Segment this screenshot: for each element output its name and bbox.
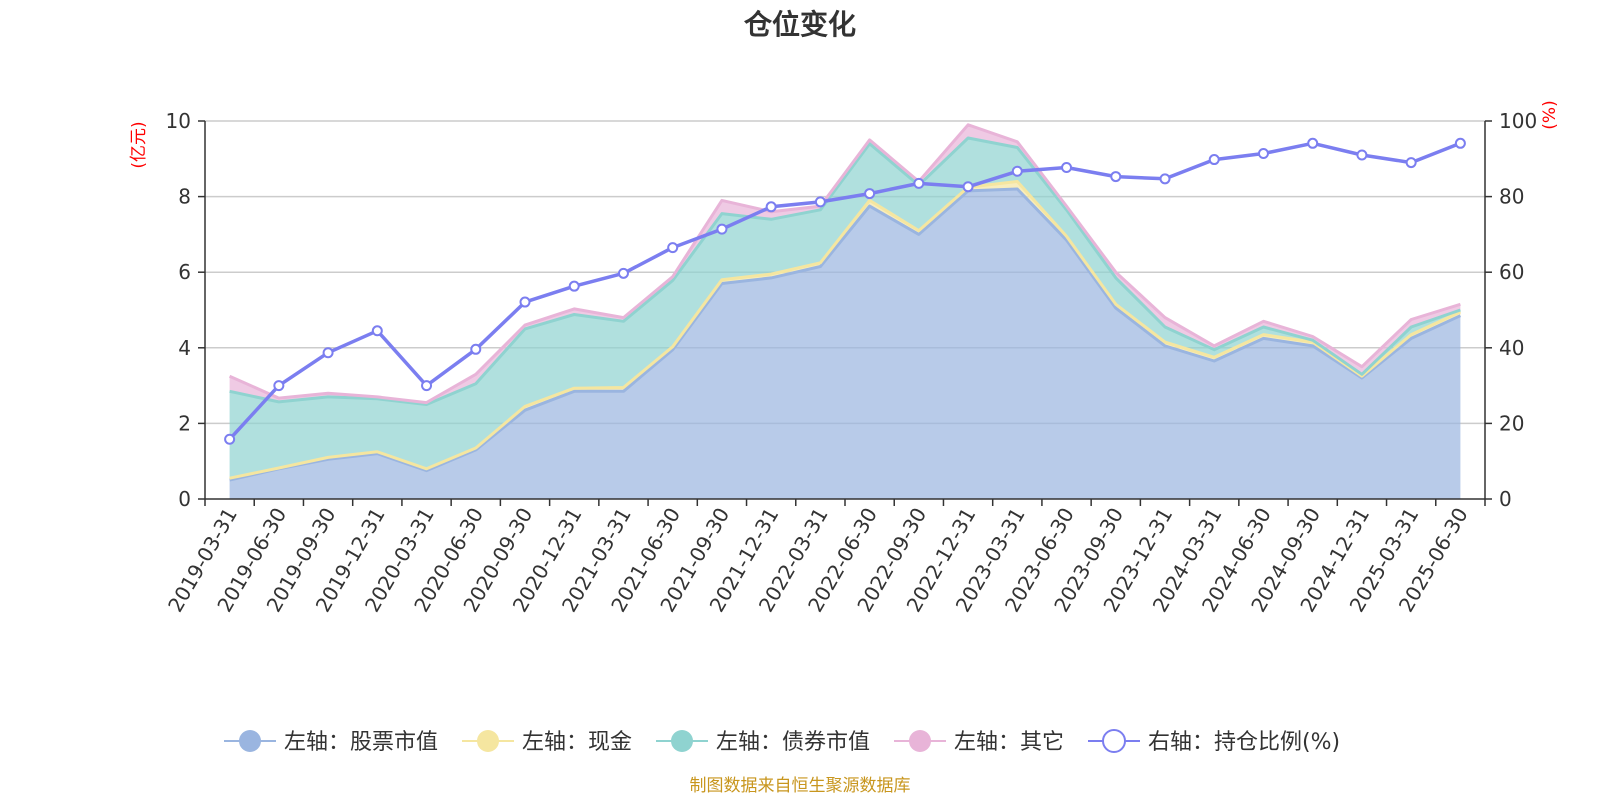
legend-item: 左轴：债券市值 — [656, 730, 870, 755]
legend-item: 右轴：持仓比例(%) — [1088, 729, 1340, 755]
ratio-point — [224, 433, 236, 445]
ratio-point — [667, 242, 679, 254]
legend-label: 左轴：股票市值 — [284, 730, 438, 755]
ratio-line — [228, 141, 1462, 441]
series-lines — [228, 123, 1462, 482]
legend-label: 左轴：债券市值 — [716, 730, 870, 755]
ratio-point — [913, 177, 925, 189]
left-axis-tick-label: 4 — [178, 336, 191, 360]
right-axis-tick-label: 100 — [1499, 109, 1537, 133]
ratio-point — [322, 347, 334, 359]
right-axis-tick-label: 40 — [1499, 336, 1524, 360]
left-axis-tick-label: 2 — [178, 411, 191, 435]
left-axis-tick-label: 8 — [178, 185, 191, 209]
ratio-point — [962, 181, 974, 193]
ratio-point — [1011, 165, 1023, 177]
ratio-point — [1208, 154, 1220, 166]
ratio-point — [716, 223, 728, 235]
ratio-point — [1110, 171, 1122, 183]
legend-item: 左轴：股票市值 — [224, 730, 438, 755]
right-axis-tick-label: 60 — [1499, 260, 1524, 284]
area-line-2 — [229, 136, 1461, 406]
area-2 — [229, 138, 1461, 479]
legend-label: 左轴：其它 — [954, 730, 1064, 755]
area-line-0 — [229, 187, 1462, 482]
left-axis-tick-label: 0 — [178, 487, 191, 511]
ratio-point — [1159, 173, 1171, 185]
legend-label: 右轴：持仓比例(%) — [1148, 730, 1340, 755]
legend-item: 左轴：现金 — [462, 730, 632, 755]
ratio-point — [519, 296, 531, 308]
stacked-areas — [229, 124, 1461, 499]
chart-title: 仓位变化 — [744, 8, 856, 41]
ratio-point — [765, 201, 777, 213]
right-axis-unit: (%) — [1540, 100, 1560, 129]
ratio-point — [421, 380, 433, 392]
legend-marker — [671, 730, 693, 752]
legend-marker — [909, 730, 931, 752]
ratio-point — [617, 267, 629, 279]
area-line-1 — [229, 180, 1462, 480]
right-axis-tick-label: 80 — [1499, 185, 1524, 209]
ratio-point — [470, 343, 482, 355]
ratio-point — [1257, 148, 1269, 160]
left-axis-unit: (亿元) — [129, 121, 149, 168]
left-axis-tick-label: 6 — [178, 260, 191, 284]
ratio-point — [1356, 149, 1368, 161]
ratio-point — [1061, 161, 1073, 173]
ratio-point — [814, 196, 826, 208]
legend-label: 左轴：现金 — [522, 730, 632, 755]
right-axis-tick-label: 0 — [1499, 487, 1512, 511]
ratio-point — [371, 325, 383, 337]
ratio-points — [224, 137, 1466, 445]
legend-marker — [477, 730, 499, 752]
right-axis-tick-label: 20 — [1499, 411, 1524, 435]
ratio-point — [1405, 157, 1417, 169]
legend-item: 左轴：其它 — [894, 730, 1064, 755]
area-0 — [229, 189, 1461, 499]
ratio-point — [273, 380, 285, 392]
legend: 左轴：股票市值 左轴：现金 左轴：债券市值 左轴：其它 右轴：持仓比例(%) — [224, 729, 1340, 755]
source-note: 制图数据来自恒生聚源数据库 — [690, 776, 911, 796]
left-axis-tick-label: 10 — [166, 109, 191, 133]
ratio-point — [864, 188, 876, 200]
ratio-point — [1307, 137, 1319, 149]
legend-marker — [239, 730, 261, 752]
ratio-point — [1454, 137, 1466, 149]
legend-marker — [1102, 729, 1126, 753]
ratio-point — [568, 280, 580, 292]
area-line-3 — [228, 123, 1461, 405]
